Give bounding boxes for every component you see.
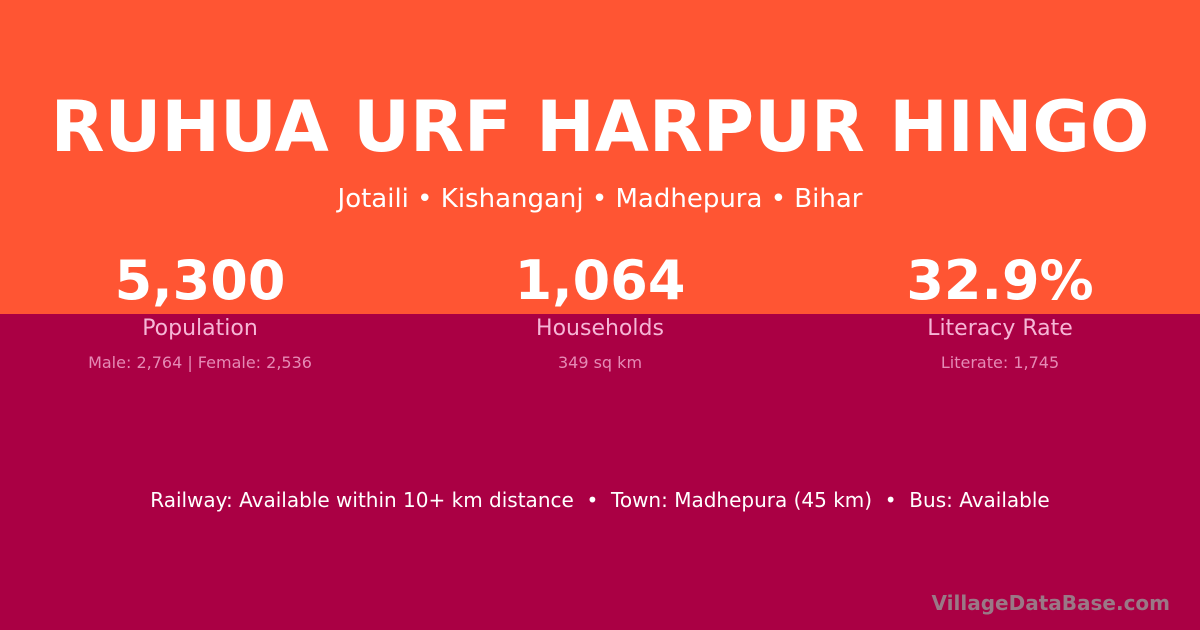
village-title: RUHUA URF HARPUR HINGO bbox=[50, 86, 1150, 168]
stat-detail: Male: 2,764 | Female: 2,536 bbox=[88, 353, 312, 372]
stat-detail: Literate: 1,745 bbox=[940, 353, 1060, 372]
stat-households: 1,064 Households 349 sq km bbox=[400, 250, 800, 374]
stat-label: Population bbox=[142, 316, 258, 341]
stat-detail: 349 sq km bbox=[557, 353, 643, 372]
stat-value: 5,300 bbox=[114, 249, 286, 312]
stat-label: Households bbox=[536, 316, 664, 341]
stat-label: Literacy Rate bbox=[927, 316, 1073, 341]
watermark-logo: VillageDataBase.com bbox=[931, 591, 1170, 615]
header-band bbox=[0, 0, 1200, 314]
stat-value: 32.9% bbox=[906, 249, 1094, 312]
stat-value: 1,064 bbox=[514, 249, 686, 312]
location-breadcrumb: Jotaili • Kishanganj • Madhepura • Bihar bbox=[337, 184, 863, 214]
transport-info: Railway: Available within 10+ km distanc… bbox=[150, 488, 1050, 512]
stat-literacy: 32.9% Literacy Rate Literate: 1,745 bbox=[800, 250, 1200, 374]
stat-population: 5,300 Population Male: 2,764 | Female: 2… bbox=[0, 250, 400, 374]
